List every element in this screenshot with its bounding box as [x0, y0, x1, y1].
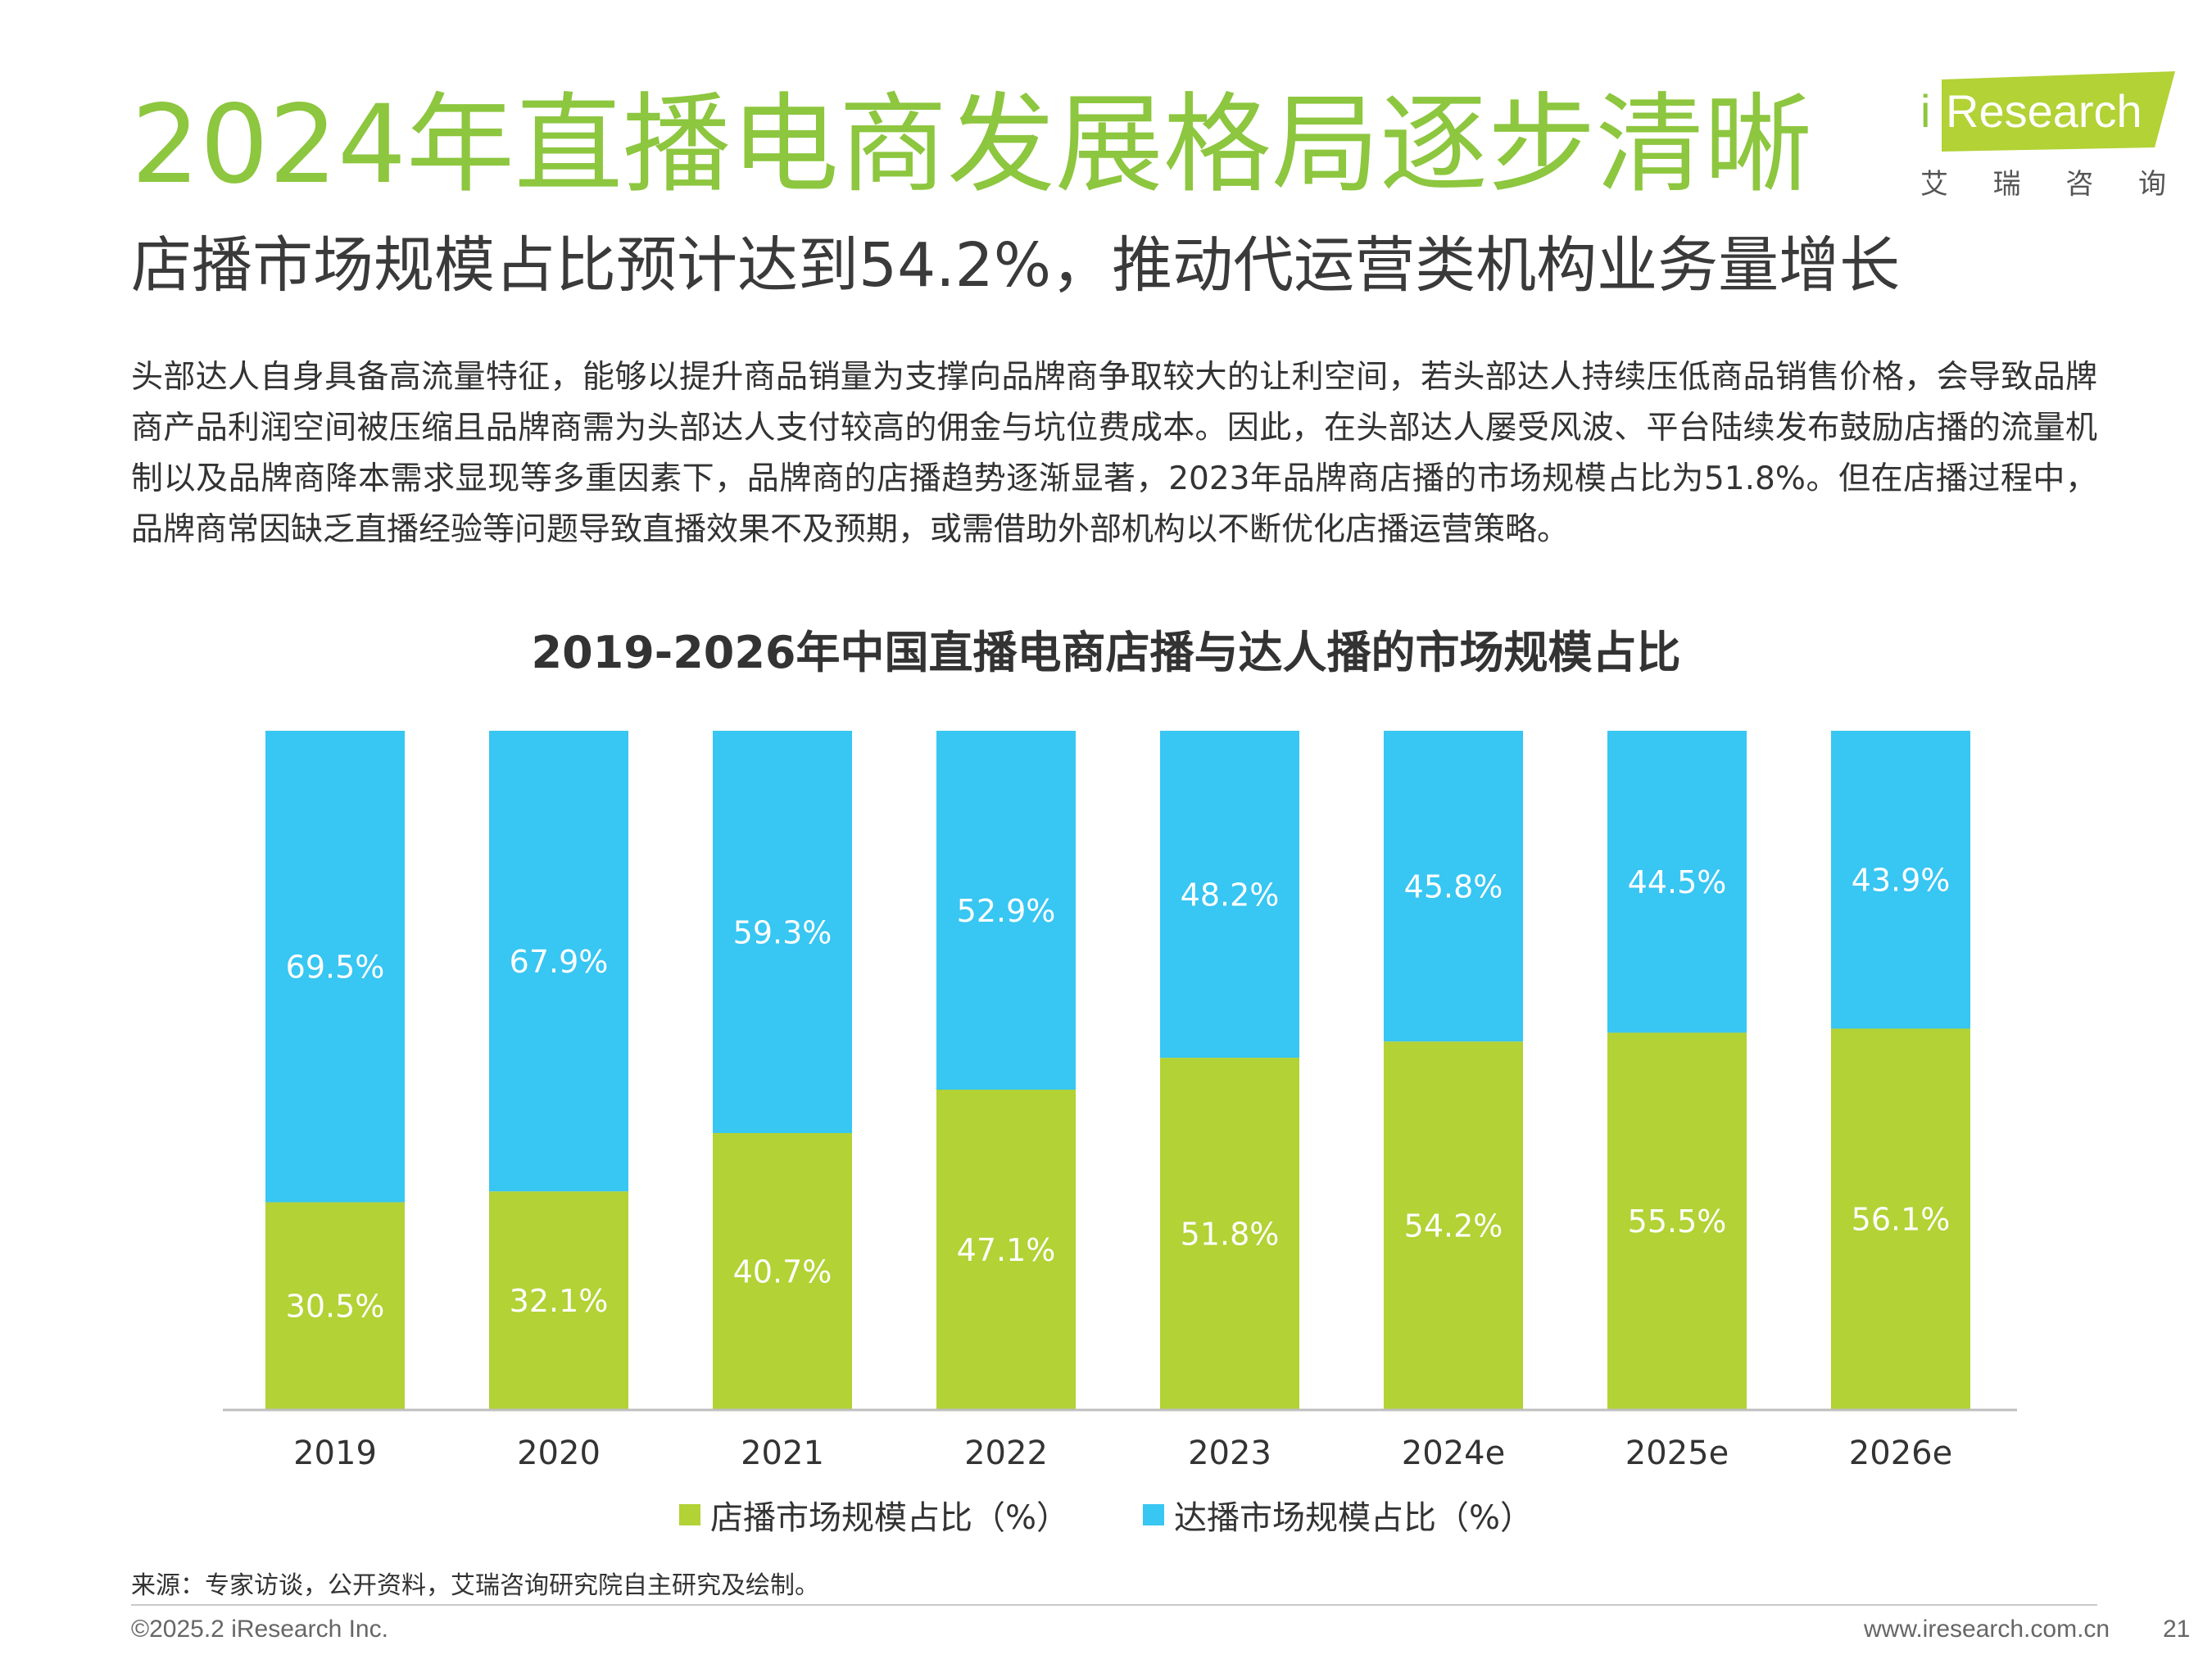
- data-label-store: 54.2%: [1404, 1208, 1503, 1244]
- data-label-influencer: 48.2%: [1181, 877, 1280, 913]
- bar-influencer: [1384, 731, 1523, 1042]
- data-label-influencer: 52.9%: [957, 893, 1056, 929]
- logo-wordmark: Research: [1946, 85, 2142, 137]
- x-tick-label: 2024e: [1402, 1435, 1505, 1472]
- bar-store: [1160, 1058, 1299, 1409]
- chart-title: 2019-2026年中国直播电商店播与达人播的市场规模占比: [531, 627, 1681, 678]
- legend-label-influencer: 达播市场规模占比（%）: [1174, 1499, 1534, 1537]
- page-number: 21: [2163, 1616, 2191, 1643]
- data-label-store: 51.8%: [1181, 1217, 1280, 1253]
- data-label-store: 47.1%: [957, 1232, 1056, 1268]
- bar-influencer: [1831, 731, 1970, 1029]
- page-title: 2024年直播电商发展格局逐步清晰: [131, 82, 1812, 208]
- footer-website: www.iresearch.com.cn: [1864, 1616, 2110, 1643]
- bar-store: [265, 1202, 405, 1409]
- bar-store: [713, 1133, 852, 1409]
- bar-store: [1831, 1028, 1970, 1409]
- x-tick-label: 2021: [741, 1435, 824, 1472]
- data-label-influencer: 59.3%: [733, 915, 832, 951]
- logo-i-letter: i: [1920, 85, 1931, 137]
- legend-label-store: 店播市场规模占比（%）: [709, 1499, 1069, 1537]
- footer-divider: [131, 1604, 2097, 1606]
- bar-influencer: [713, 731, 852, 1134]
- x-tick-label: 2025e: [1625, 1435, 1729, 1472]
- data-label-store: 56.1%: [1852, 1202, 1951, 1238]
- chart-legend: 店播市场规模占比（%） 达播市场规模占比（%）: [0, 1491, 2212, 1539]
- data-label-store: 40.7%: [733, 1254, 832, 1290]
- footer-copyright: ©2025.2 iResearch Inc.: [131, 1616, 388, 1643]
- data-label-influencer: 44.5%: [1628, 864, 1727, 900]
- logo-chinese-name: 艾 瑞 咨 询: [1920, 161, 2166, 202]
- bar-store: [1607, 1032, 1747, 1409]
- bar-influencer: [265, 731, 405, 1203]
- bar-influencer: [936, 731, 1076, 1090]
- bar-store: [1384, 1041, 1523, 1409]
- bar-influencer: [1607, 731, 1747, 1033]
- x-tick-label: 2026e: [1849, 1435, 1952, 1472]
- bar-influencer: [489, 731, 628, 1192]
- x-tick-label: 2019: [293, 1435, 377, 1472]
- source-note: 来源：专家访谈，公开资料，艾瑞咨询研究院自主研究及绘制。: [131, 1571, 819, 1600]
- legend-swatch-store: [678, 1504, 700, 1525]
- iresearch-logo: i Research 艾 瑞 咨 询: [1909, 70, 2179, 201]
- logo-char: 艾: [1920, 168, 1948, 201]
- bar-store: [936, 1090, 1076, 1409]
- legend-item-store: 店播市场规模占比（%）: [678, 1491, 1069, 1539]
- logo-char: 瑞: [1992, 168, 2021, 201]
- x-tick-label: 2020: [517, 1435, 601, 1472]
- logo-badge-shape: [1909, 71, 2175, 153]
- x-tick-label: 2023: [1188, 1435, 1271, 1472]
- legend-swatch-influencer: [1143, 1504, 1164, 1525]
- bar-influencer: [1160, 731, 1299, 1058]
- data-label-influencer: 69.5%: [286, 950, 385, 986]
- data-label-influencer: 67.9%: [510, 944, 609, 980]
- data-label-influencer: 43.9%: [1852, 863, 1951, 899]
- body-paragraph: 头部达人自身具备高流量特征，能够以提升商品销量为支撑向品牌商争取较大的让利空间，…: [131, 359, 2097, 548]
- data-label-store: 32.1%: [510, 1283, 609, 1319]
- data-label-influencer: 45.8%: [1404, 869, 1503, 905]
- data-label-store: 30.5%: [286, 1289, 385, 1325]
- data-label-store: 55.5%: [1628, 1203, 1727, 1240]
- logo-char: 询: [2137, 168, 2166, 201]
- bar-store: [489, 1191, 628, 1409]
- page-subtitle: 店播市场规模占比预计达到54.2%，推动代运营类机构业务量增长: [131, 230, 1901, 301]
- legend-item-influencer: 达播市场规模占比（%）: [1143, 1491, 1533, 1539]
- logo-char: 咨: [2065, 168, 2094, 201]
- x-tick-label: 2022: [964, 1435, 1048, 1472]
